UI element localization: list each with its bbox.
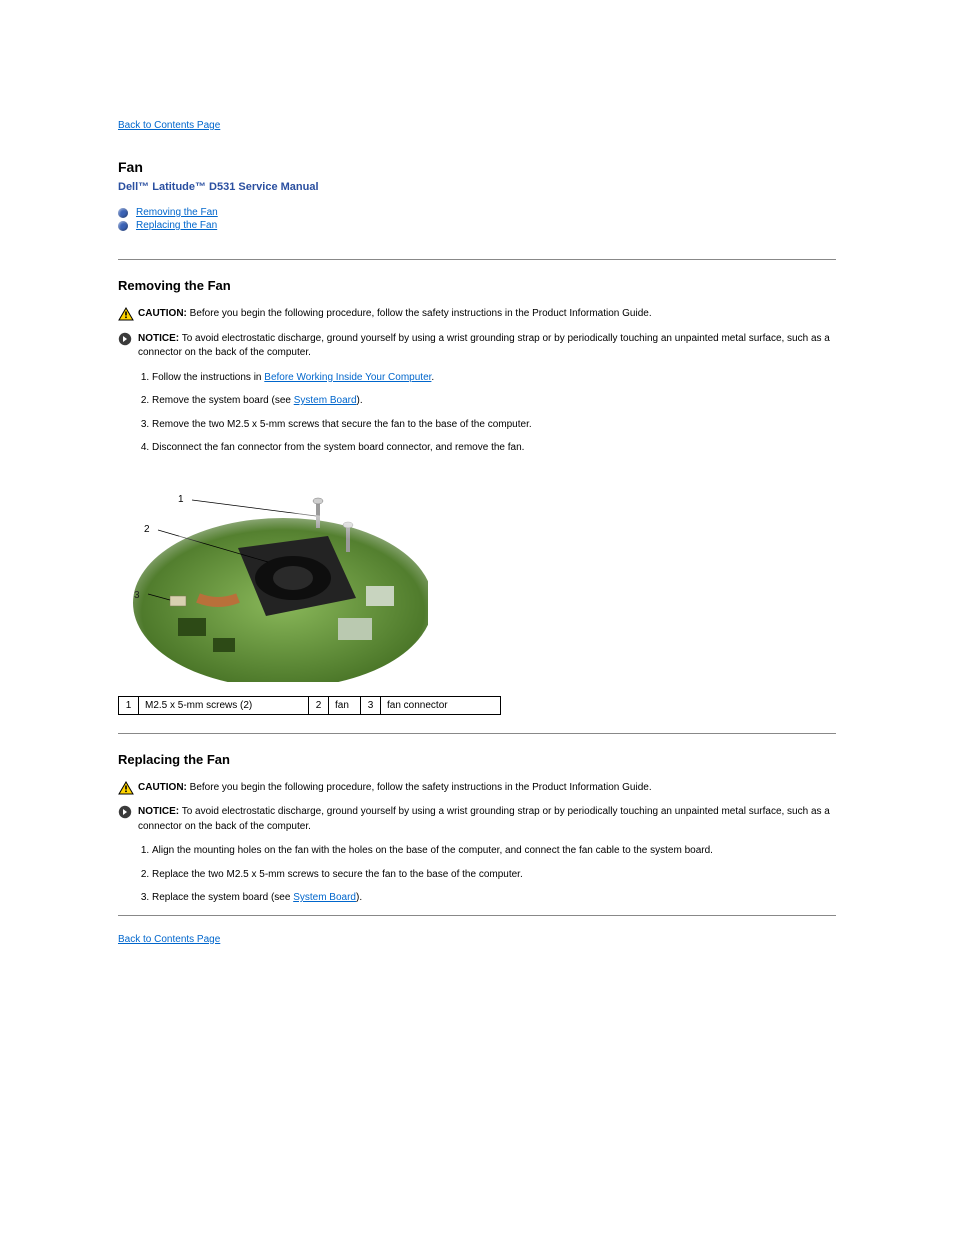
caution-text: Before you begin the following procedure… [190, 782, 652, 793]
step-item: Disconnect the fan connector from the sy… [152, 441, 836, 456]
step-item: Replace the two M2.5 x 5-mm screws to se… [152, 868, 836, 883]
notice-label: NOTICE: [138, 806, 179, 817]
figure-callout-1: 1 [178, 494, 184, 505]
notice-callout: NOTICE: To avoid electrostatic discharge… [118, 332, 836, 361]
back-link-bottom[interactable]: Back to Contents Page [118, 934, 220, 945]
step-item: Remove the system board (see System Boar… [152, 394, 836, 409]
manual-title: Dell™ Latitude™ D531 Service Manual [118, 181, 836, 193]
replacing-heading: Replacing the Fan [118, 752, 836, 767]
step-text-pre: Follow the instructions in [152, 372, 264, 383]
notice-callout: NOTICE: To avoid electrostatic discharge… [118, 805, 836, 834]
parts-table: 1 M2.5 x 5-mm screws (2) 2 fan 3 fan con… [118, 696, 501, 715]
table-row: 1 M2.5 x 5-mm screws (2) 2 fan 3 fan con… [119, 696, 501, 714]
caution-label: CAUTION: [138, 308, 187, 319]
part-number: 3 [361, 696, 381, 714]
toc-bullet-icon [118, 208, 128, 218]
caution-icon [118, 307, 134, 321]
remove-steps: Follow the instructions in Before Workin… [152, 371, 836, 456]
notice-text: To avoid electrostatic discharge, ground… [138, 333, 830, 359]
notice-label: NOTICE: [138, 333, 179, 344]
step-text: Remove the two M2.5 x 5-mm screws that s… [152, 419, 532, 430]
caution-callout: CAUTION: Before you begin the following … [118, 307, 836, 322]
replace-steps: Align the mounting holes on the fan with… [152, 844, 836, 906]
notice-icon [118, 332, 134, 346]
step-text-pre: Remove the system board (see [152, 395, 294, 406]
fan-figure: 1 2 3 [118, 468, 428, 682]
step-text-post: ). [356, 892, 362, 903]
step-item: Follow the instructions in Before Workin… [152, 371, 836, 386]
step-item: Remove the two M2.5 x 5-mm screws that s… [152, 418, 836, 433]
divider [118, 733, 836, 734]
part-label: M2.5 x 5-mm screws (2) [139, 696, 309, 714]
part-number: 2 [309, 696, 329, 714]
caution-label: CAUTION: [138, 782, 187, 793]
part-label: fan [329, 696, 361, 714]
caution-text: Before you begin the following procedure… [190, 308, 652, 319]
step-item: Align the mounting holes on the fan with… [152, 844, 836, 859]
part-label: fan connector [381, 696, 501, 714]
removing-heading: Removing the Fan [118, 278, 836, 293]
step-text-pre: Replace the system board (see [152, 892, 293, 903]
table-of-contents: Removing the Fan Replacing the Fan [118, 207, 836, 231]
step-text: Replace the two M2.5 x 5-mm screws to se… [152, 869, 523, 880]
step-item: Replace the system board (see System Boa… [152, 891, 836, 906]
divider [118, 259, 836, 260]
figure-callout-2: 2 [144, 524, 150, 535]
step-text: Align the mounting holes on the fan with… [152, 845, 713, 856]
part-number: 1 [119, 696, 139, 714]
toc-link-replace[interactable]: Replacing the Fan [136, 220, 217, 231]
notice-icon [118, 805, 134, 819]
divider [118, 915, 836, 916]
caution-icon [118, 781, 134, 795]
step-link[interactable]: System Board [293, 892, 356, 903]
step-text-post: ). [357, 395, 363, 406]
back-link-top[interactable]: Back to Contents Page [118, 120, 220, 131]
notice-text: To avoid electrostatic discharge, ground… [138, 806, 830, 832]
toc-bullet-icon [118, 221, 128, 231]
step-link[interactable]: Before Working Inside Your Computer [264, 372, 431, 383]
step-text: Disconnect the fan connector from the sy… [152, 442, 524, 453]
caution-callout: CAUTION: Before you begin the following … [118, 781, 836, 796]
step-text-post: . [431, 372, 434, 383]
step-link[interactable]: System Board [294, 395, 357, 406]
toc-link-remove[interactable]: Removing the Fan [136, 207, 218, 218]
page-title: Fan [118, 159, 836, 175]
